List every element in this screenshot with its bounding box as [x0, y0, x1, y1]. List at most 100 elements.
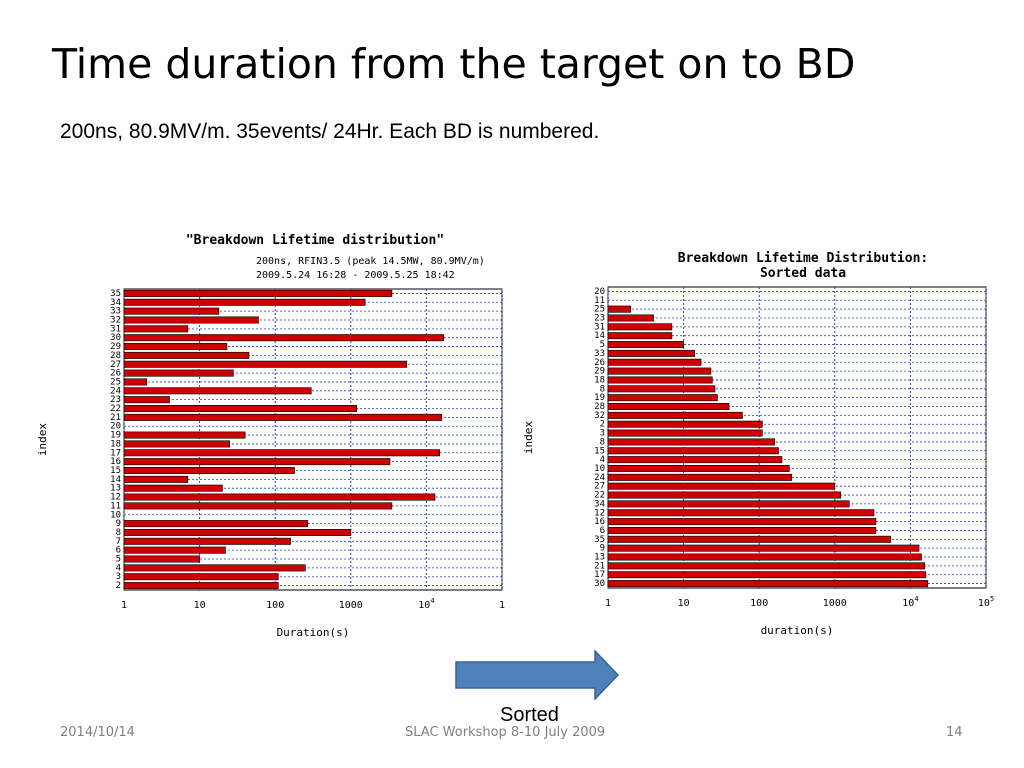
category-label: 19 — [594, 393, 605, 403]
category-label: 5 — [600, 340, 605, 350]
category-label: 13 — [110, 484, 121, 494]
bar — [123, 546, 226, 554]
category-label: 2 — [600, 420, 605, 430]
category-label: 16 — [594, 517, 605, 527]
x-axis-label: Duration(s) — [277, 626, 350, 639]
category-label: 9 — [600, 544, 605, 554]
bar — [123, 343, 228, 351]
tick-label: 1 — [499, 600, 505, 611]
chart-subtitle: 200ns, RFIN3.5 (peak 14.5MW, 80.9MV/m) — [256, 256, 485, 267]
bar — [123, 484, 223, 492]
category-label: 14 — [110, 475, 121, 485]
tick-label: 105 — [978, 595, 994, 609]
tick-label: 1 — [605, 598, 611, 609]
x-axis-label: duration(s) — [761, 624, 834, 637]
category-label: 23 — [594, 313, 605, 323]
tick-label: 100 — [266, 600, 284, 611]
bar — [607, 473, 793, 481]
bar — [607, 323, 673, 331]
category-label: 25 — [594, 305, 605, 315]
footer-center: SLAC Workshop 8-10 July 2009 — [405, 725, 606, 740]
category-label: 6 — [600, 526, 605, 536]
category-label: 33 — [110, 307, 121, 317]
bar — [123, 396, 170, 404]
bar — [123, 369, 234, 377]
category-label: 24 — [110, 386, 121, 396]
category-label: 4 — [116, 563, 121, 573]
tick-label: 1000 — [339, 600, 363, 611]
bar — [607, 394, 718, 402]
bar — [123, 449, 441, 457]
sorted-lifetime-chart: 2011252331145332629188192832238154102427… — [522, 251, 994, 637]
bar — [607, 314, 654, 322]
category-label: 32 — [110, 315, 121, 325]
bar — [123, 351, 250, 359]
category-label: 15 — [594, 446, 605, 456]
category-label: 3 — [116, 572, 121, 582]
chart-subtitle: Sorted data — [760, 266, 846, 281]
tick-label: 100 — [750, 598, 768, 609]
category-label: 18 — [110, 439, 121, 449]
bar — [607, 491, 842, 499]
tick-label: 104 — [418, 597, 434, 611]
chart-subtitle: 2009.5.24 16:28 - 2009.5.25 18:42 — [256, 270, 455, 281]
bar — [123, 466, 295, 474]
bar — [123, 360, 408, 368]
category-label: 23 — [110, 395, 121, 405]
bar — [607, 518, 877, 526]
page-number: 14 — [946, 725, 963, 740]
category-label: 26 — [594, 358, 605, 368]
category-label: 17 — [110, 448, 121, 458]
bar — [607, 544, 920, 552]
bar — [123, 307, 220, 315]
chart-title: Breakdown Lifetime Distribution: — [678, 251, 928, 266]
bar — [607, 456, 783, 464]
bar — [123, 528, 352, 536]
category-label: 13 — [594, 553, 605, 563]
tick-label: 10 — [194, 600, 206, 611]
bar — [123, 289, 393, 297]
bar — [607, 332, 673, 340]
category-label: 34 — [110, 298, 121, 308]
category-label: 31 — [594, 322, 605, 332]
category-label: 22 — [110, 404, 121, 414]
bar — [607, 429, 763, 437]
bar — [607, 349, 695, 357]
bar — [607, 482, 836, 490]
plot-area — [607, 286, 987, 589]
bar — [123, 458, 391, 466]
category-label: 5 — [116, 555, 121, 565]
bar — [607, 464, 790, 472]
bar — [607, 509, 875, 517]
bar — [607, 341, 684, 349]
tick-label: 104 — [902, 595, 918, 609]
slide-title: Time duration from the target on to BD — [52, 40, 856, 88]
bar — [123, 493, 436, 501]
bar — [123, 334, 445, 342]
category-label: 27 — [110, 360, 121, 370]
bar — [607, 376, 713, 384]
category-label: 20 — [594, 287, 605, 297]
category-label: 10 — [594, 464, 605, 474]
category-label: 34 — [594, 499, 605, 509]
category-label: 3 — [600, 429, 605, 439]
bar — [123, 431, 246, 439]
bar — [123, 564, 306, 572]
category-label: 31 — [110, 324, 121, 334]
bar — [123, 475, 189, 483]
bar — [607, 305, 632, 313]
bar — [607, 367, 712, 375]
category-label: 8 — [600, 437, 605, 447]
slide-subtitle: 200ns, 80.9MV/m. 35events/ 24Hr. Each BD… — [60, 120, 600, 143]
bar — [607, 438, 775, 446]
bar — [123, 582, 279, 590]
category-label: 9 — [116, 519, 121, 529]
bar — [123, 325, 189, 333]
unsorted-lifetime-chart: 3534333231302928272625242322212019181716… — [36, 233, 505, 639]
plot-area — [123, 288, 503, 591]
footer-date: 2014/10/14 — [60, 725, 135, 740]
sorted-label: Sorted — [500, 704, 559, 726]
bar — [607, 526, 877, 534]
bar — [607, 385, 716, 393]
bar — [123, 537, 291, 545]
